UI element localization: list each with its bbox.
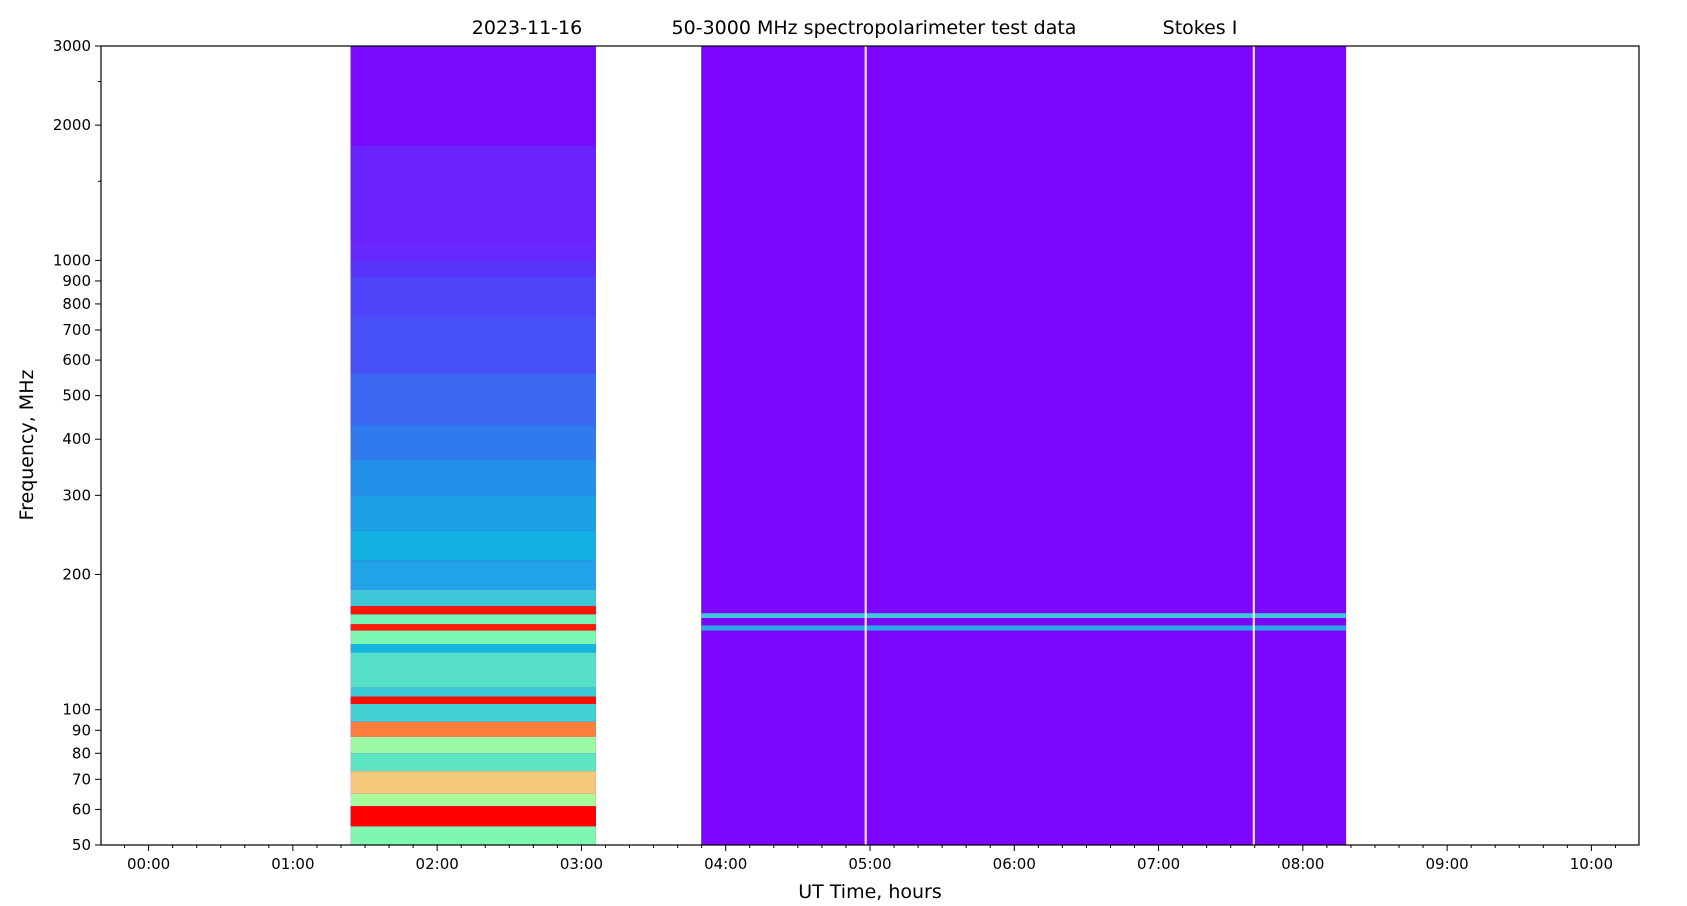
segment-0-band-28: [350, 806, 596, 827]
x-tick-label-10: 10:00: [1570, 855, 1613, 873]
y-tick-label-13: 900: [62, 272, 91, 290]
segment-0-band-7: [350, 373, 596, 426]
title-main: 50-3000 MHz spectropolarimeter test data: [672, 17, 1077, 39]
segment-0-band-26: [350, 771, 596, 794]
y-tick-label-2: 70: [72, 770, 91, 788]
x-tick-label-9: 09:00: [1425, 855, 1468, 873]
y-tick-label-5: 100: [62, 701, 91, 719]
segment-0-band-12: [350, 560, 596, 590]
segment-0-band-1: [350, 145, 596, 242]
x-tick-label-0: 00:00: [127, 855, 170, 873]
y-tick-label-8: 400: [62, 430, 91, 448]
title-date: 2023-11-16: [472, 17, 582, 39]
segment-0-band-8: [350, 425, 596, 460]
segment-0-band-17: [350, 630, 596, 645]
segment-0-band-22: [350, 703, 596, 722]
y-tick-label-6: 200: [62, 565, 91, 583]
y-tick-label-7: 300: [62, 486, 91, 504]
x-tick-label-7: 07:00: [1137, 855, 1180, 873]
y-tick-label-0: 50: [72, 836, 91, 854]
y-axis-label: Frequency, MHz: [16, 370, 38, 521]
segment-0-band-20: [350, 696, 596, 704]
segment-0-band-15: [350, 614, 596, 625]
y-tick-label-12: 800: [62, 295, 91, 313]
x-tick-label-2: 02:00: [416, 855, 459, 873]
segment-0-band-18: [350, 644, 596, 653]
segment-1-band-0: [701, 613, 1347, 619]
x-axis-ticks: 00:00 01:00 02:00 03:00 04:00 05:00 06:00 07:00…: [124, 845, 1616, 873]
segment-0-band-16: [350, 624, 596, 631]
x-axis-label: UT Time, hours: [798, 881, 942, 903]
title-stokes: Stokes I: [1163, 17, 1238, 39]
y-axis-ticks: 50 60 70 80 90 100 200 300 400 500 600 700 800 900 100…: [53, 37, 101, 854]
segment-0-band-10: [350, 495, 596, 531]
segment-0-band-14: [350, 606, 596, 615]
segment-0-band-25: [350, 753, 596, 772]
y-tick-label-3: 80: [72, 744, 91, 762]
segment-0-band-2: [350, 260, 596, 277]
y-tick-label-15: 2000: [53, 116, 91, 134]
x-tick-label-3: 03:00: [560, 855, 603, 873]
segment-0-band-19: [350, 652, 596, 688]
segment-1-band-1: [701, 625, 1347, 631]
segment-0-band-11: [350, 530, 596, 561]
x-tick-label-8: 08:00: [1281, 855, 1324, 873]
segment-0-band-27: [350, 793, 596, 807]
segment-0-band-13: [350, 589, 596, 607]
x-tick-label-4: 04:00: [704, 855, 747, 873]
x-tick-label-1: 01:00: [271, 855, 314, 873]
x-tick-label-6: 06:00: [993, 855, 1036, 873]
segment-0-band-29: [350, 826, 596, 845]
segment-0-band-6: [350, 316, 596, 374]
y-tick-label-16: 3000: [53, 37, 91, 55]
y-tick-label-4: 90: [72, 721, 91, 739]
segment-0-band-3: [350, 241, 596, 261]
y-tick-label-1: 60: [72, 800, 91, 818]
x-tick-label-5: 05:00: [848, 855, 891, 873]
y-tick-label-9: 500: [62, 387, 91, 405]
spectrogram-segments: [350, 46, 1347, 845]
segment-0-band-9: [350, 459, 596, 496]
data-gap-lines: [864, 46, 1255, 845]
y-tick-label-10: 600: [62, 351, 91, 369]
segment-0-band-21: [350, 687, 596, 697]
segment-0-band-0: [350, 46, 596, 146]
segment-0-band-24: [350, 736, 596, 754]
segment-0-band-4: [350, 276, 596, 317]
segment-0-band-23: [350, 721, 596, 737]
plot-area: [350, 46, 1347, 845]
y-tick-label-11: 700: [62, 321, 91, 339]
y-tick-label-14: 1000: [53, 251, 91, 269]
segment-1-background: [701, 46, 1347, 845]
